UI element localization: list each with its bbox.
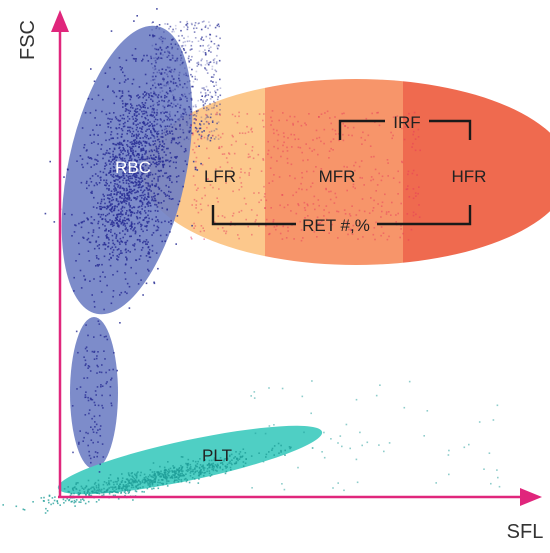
- ret-label: RET #,%: [302, 216, 370, 235]
- axes: [51, 10, 542, 506]
- scatter-dots: [2, 8, 501, 514]
- plt-ellipse: [57, 425, 323, 495]
- rbc-ellipse: [61, 25, 193, 315]
- irf-bracket: [338, 119, 472, 140]
- lfr-label: LFR: [204, 167, 236, 186]
- y-axis-arrow: [51, 10, 69, 32]
- hfr-label: HFR: [452, 167, 487, 186]
- ret-bracket: [211, 205, 472, 226]
- x-axis-arrow: [520, 488, 542, 506]
- mfr-label: MFR: [319, 167, 356, 186]
- y-axis-label: FSC: [17, 20, 39, 60]
- x-axis-label: SFL: [507, 521, 544, 543]
- mfr-zone: [265, 79, 403, 265]
- rbc-label: RBC: [115, 158, 151, 177]
- plt-label: PLT: [202, 446, 232, 465]
- irf-label: IRF: [393, 113, 420, 132]
- rbc-lower-ellipse: [70, 317, 118, 469]
